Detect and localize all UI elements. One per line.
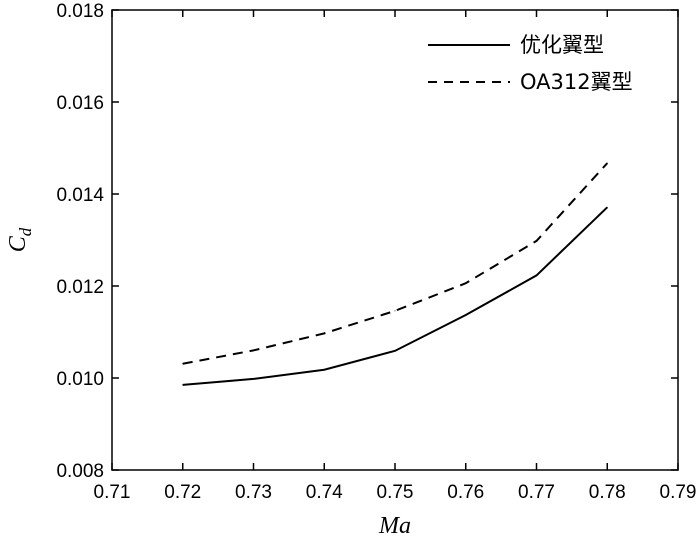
x-tick-label: 0.77 (518, 482, 555, 503)
y-tick-label: 0.014 (56, 185, 104, 206)
x-tick-label: 0.76 (447, 482, 484, 503)
data-point (253, 349, 254, 351)
data-point (465, 314, 467, 316)
legend-label-oa312: OA312翼型 (520, 70, 633, 94)
data-point (465, 282, 467, 284)
data-point (182, 363, 184, 365)
y-tick-label: 0.012 (56, 277, 104, 298)
y-tick-label: 0.010 (56, 369, 104, 390)
x-tick-label: 0.71 (94, 482, 131, 503)
legend-label-optimized: 优化翼型 (520, 33, 604, 57)
data-point (536, 274, 537, 276)
data-point (606, 206, 608, 208)
data-point (323, 332, 325, 334)
x-axis-ticks: 0.71 0.72 0.73 0.74 0.75 0.76 0.77 0.78 0.79 (94, 10, 697, 503)
y-axis-ticks: 0.008 0.010 0.012 0.014 0.016 0.018 (56, 1, 678, 482)
series-line-oa312 (182, 162, 608, 365)
y-axis-title-main: C (5, 235, 31, 252)
legend: 优化翼型 OA312翼型 (428, 33, 633, 94)
y-tick-label: 0.018 (56, 1, 104, 22)
data-point (182, 384, 184, 386)
x-tick-label: 0.73 (235, 482, 272, 503)
x-tick-label: 0.75 (377, 482, 414, 503)
x-tick-label: 0.78 (589, 482, 626, 503)
data-point (323, 369, 325, 371)
data-point (394, 310, 396, 312)
y-tick-label: 0.016 (56, 93, 104, 114)
y-axis-title-subscript: d (16, 227, 35, 236)
data-point (606, 162, 608, 164)
series-layer (182, 162, 608, 386)
data-point (253, 378, 254, 380)
y-axis-title: Cd (5, 227, 35, 252)
x-tick-label: 0.79 (660, 482, 697, 503)
series-line-optimized (182, 206, 608, 386)
y-tick-label: 0.008 (56, 461, 104, 482)
x-tick-label: 0.74 (306, 482, 343, 503)
x-tick-label: 0.72 (164, 482, 201, 503)
data-point (394, 350, 396, 352)
x-axis-title: Ma (378, 513, 411, 539)
data-point (536, 240, 537, 242)
